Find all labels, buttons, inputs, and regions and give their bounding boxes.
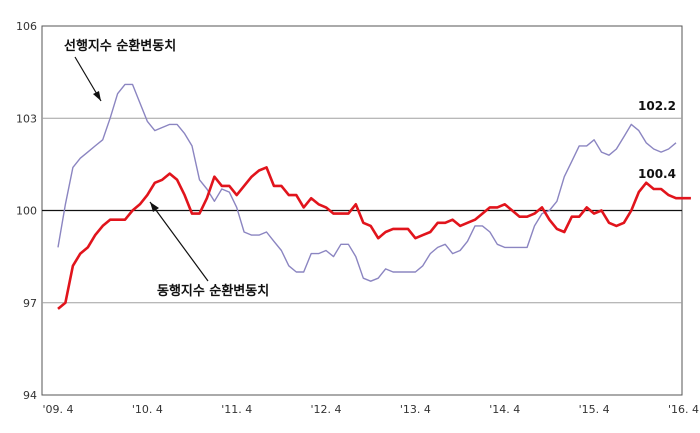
x-tick-label: '13. 4: [400, 403, 431, 416]
y-tick-label: 100: [16, 205, 37, 218]
y-tick-label: 97: [23, 297, 37, 310]
x-tick-label: '16. 4: [668, 403, 699, 416]
legend-label-coincident: 동행지수 순환변동치: [157, 283, 269, 299]
y-axis: 106 103 100 97 94: [16, 20, 37, 402]
x-tick-label: '15. 4: [579, 403, 610, 416]
annotation-arrow-coincident: [149, 201, 209, 282]
y-tick-label: 94: [23, 389, 37, 402]
end-label-coincident: 100.4: [638, 167, 676, 181]
x-tick-label: '14. 4: [489, 403, 520, 416]
legend-label-leading: 선행지수 순환변동치: [64, 38, 176, 54]
end-label-leading: 102.2: [638, 99, 676, 113]
x-tick-label: '10. 4: [132, 403, 163, 416]
y-tick-label: 103: [16, 112, 37, 125]
series-line-coincident: [57, 166, 691, 310]
series-line-leading: [57, 83, 677, 282]
arrowhead-leading-icon: [93, 91, 101, 101]
x-tick-label: '12. 4: [311, 403, 342, 416]
x-tick-label: '11. 4: [221, 403, 252, 416]
y-tick-label: 106: [16, 20, 37, 33]
arrowhead-coincident-icon: [150, 202, 159, 212]
x-tick-label: '09. 4: [42, 403, 73, 416]
gridlines: [42, 117, 682, 304]
series-lines: [57, 83, 691, 310]
x-axis: '09. 4 '10. 4 '11. 4 '12. 4 '13. 4 '14. 4 '15.…: [42, 403, 698, 416]
